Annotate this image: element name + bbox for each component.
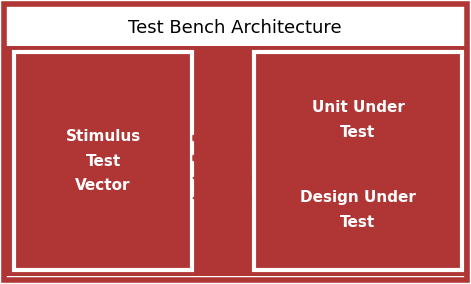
FancyArrow shape xyxy=(193,151,251,165)
Text: Design Under
Test: Design Under Test xyxy=(300,190,416,230)
Text: Unit Under
Test: Unit Under Test xyxy=(311,100,405,140)
Bar xyxy=(4,46,467,276)
FancyArrow shape xyxy=(193,131,251,145)
FancyArrow shape xyxy=(193,191,251,205)
Bar xyxy=(254,52,462,270)
FancyArrow shape xyxy=(193,171,251,185)
Text: Stimulus
Test
Vector: Stimulus Test Vector xyxy=(65,129,141,193)
Bar xyxy=(14,52,192,270)
Text: Test Bench Architecture: Test Bench Architecture xyxy=(128,19,342,37)
